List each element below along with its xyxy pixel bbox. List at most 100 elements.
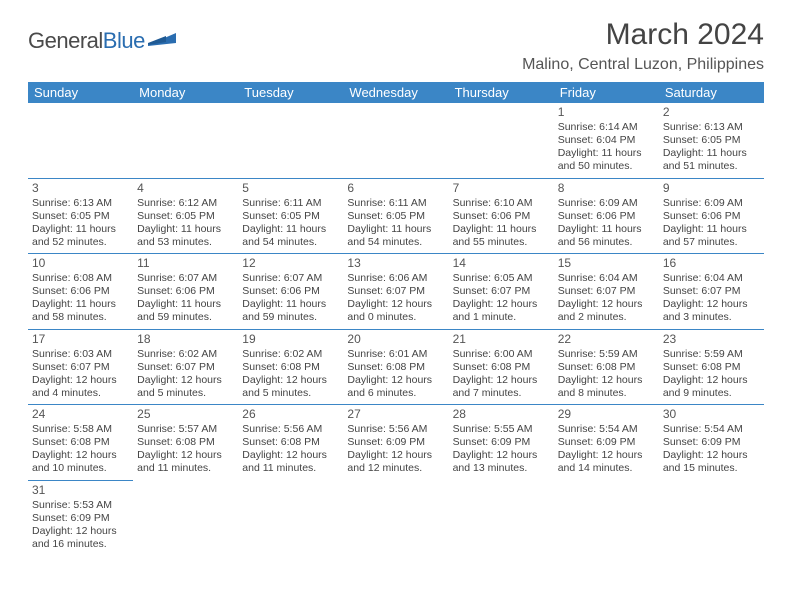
- daylight-text: Daylight: 12 hours and 1 minute.: [453, 298, 550, 324]
- calendar-cell-empty: [554, 480, 659, 555]
- daylight-text: Daylight: 12 hours and 3 minutes.: [663, 298, 760, 324]
- daylight-text: Daylight: 11 hours and 54 minutes.: [242, 223, 339, 249]
- calendar-cell: 7Sunrise: 6:10 AMSunset: 6:06 PMDaylight…: [449, 178, 554, 254]
- day-number: 23: [663, 332, 760, 347]
- flag-icon: [148, 31, 176, 52]
- sunrise-text: Sunrise: 6:01 AM: [347, 348, 444, 361]
- calendar-cell-empty: [659, 480, 764, 555]
- calendar-cell: 19Sunrise: 6:02 AMSunset: 6:08 PMDayligh…: [238, 329, 343, 405]
- calendar-cell: 8Sunrise: 6:09 AMSunset: 6:06 PMDaylight…: [554, 178, 659, 254]
- sunset-text: Sunset: 6:07 PM: [663, 285, 760, 298]
- day-number: 25: [137, 407, 234, 422]
- sunset-text: Sunset: 6:05 PM: [32, 210, 129, 223]
- calendar-cell: 17Sunrise: 6:03 AMSunset: 6:07 PMDayligh…: [28, 329, 133, 405]
- calendar-cell: 3Sunrise: 6:13 AMSunset: 6:05 PMDaylight…: [28, 178, 133, 254]
- day-number: 9: [663, 181, 760, 196]
- sunset-text: Sunset: 6:06 PM: [137, 285, 234, 298]
- daylight-text: Daylight: 11 hours and 55 minutes.: [453, 223, 550, 249]
- calendar-cell-empty: [133, 480, 238, 555]
- weekday-header: Monday: [133, 82, 238, 103]
- sunrise-text: Sunrise: 6:14 AM: [558, 121, 655, 134]
- day-number: 8: [558, 181, 655, 196]
- day-number: 30: [663, 407, 760, 422]
- calendar-cell: 21Sunrise: 6:00 AMSunset: 6:08 PMDayligh…: [449, 329, 554, 405]
- calendar-cell: 18Sunrise: 6:02 AMSunset: 6:07 PMDayligh…: [133, 329, 238, 405]
- calendar-cell-empty: [343, 103, 448, 178]
- sunrise-text: Sunrise: 6:07 AM: [137, 272, 234, 285]
- day-number: 16: [663, 256, 760, 271]
- daylight-text: Daylight: 12 hours and 5 minutes.: [242, 374, 339, 400]
- sunset-text: Sunset: 6:05 PM: [242, 210, 339, 223]
- calendar-cell: 11Sunrise: 6:07 AMSunset: 6:06 PMDayligh…: [133, 254, 238, 330]
- day-number: 31: [32, 483, 129, 498]
- calendar-cell-empty: [238, 103, 343, 178]
- calendar-row: 17Sunrise: 6:03 AMSunset: 6:07 PMDayligh…: [28, 329, 764, 405]
- day-number: 21: [453, 332, 550, 347]
- sunset-text: Sunset: 6:08 PM: [32, 436, 129, 449]
- daylight-text: Daylight: 11 hours and 52 minutes.: [32, 223, 129, 249]
- daylight-text: Daylight: 12 hours and 14 minutes.: [558, 449, 655, 475]
- calendar-cell-empty: [343, 480, 448, 555]
- sunrise-text: Sunrise: 6:00 AM: [453, 348, 550, 361]
- sunrise-text: Sunrise: 5:56 AM: [242, 423, 339, 436]
- day-number: 28: [453, 407, 550, 422]
- day-number: 11: [137, 256, 234, 271]
- sunrise-text: Sunrise: 6:02 AM: [242, 348, 339, 361]
- sunset-text: Sunset: 6:07 PM: [32, 361, 129, 374]
- calendar-cell-empty: [449, 103, 554, 178]
- daylight-text: Daylight: 12 hours and 16 minutes.: [32, 525, 129, 551]
- sunset-text: Sunset: 6:08 PM: [347, 361, 444, 374]
- day-number: 13: [347, 256, 444, 271]
- sunrise-text: Sunrise: 5:59 AM: [558, 348, 655, 361]
- daylight-text: Daylight: 12 hours and 8 minutes.: [558, 374, 655, 400]
- calendar-cell-empty: [133, 103, 238, 178]
- calendar-cell: 13Sunrise: 6:06 AMSunset: 6:07 PMDayligh…: [343, 254, 448, 330]
- day-number: 26: [242, 407, 339, 422]
- sunset-text: Sunset: 6:08 PM: [242, 361, 339, 374]
- calendar-header: SundayMondayTuesdayWednesdayThursdayFrid…: [28, 82, 764, 103]
- sunset-text: Sunset: 6:08 PM: [137, 436, 234, 449]
- daylight-text: Daylight: 11 hours and 54 minutes.: [347, 223, 444, 249]
- daylight-text: Daylight: 12 hours and 7 minutes.: [453, 374, 550, 400]
- calendar-row: 10Sunrise: 6:08 AMSunset: 6:06 PMDayligh…: [28, 254, 764, 330]
- daylight-text: Daylight: 12 hours and 12 minutes.: [347, 449, 444, 475]
- calendar-body: 1Sunrise: 6:14 AMSunset: 6:04 PMDaylight…: [28, 103, 764, 555]
- header: GeneralBlue March 2024 Malino, Central L…: [28, 18, 764, 74]
- calendar-cell: 31Sunrise: 5:53 AMSunset: 6:09 PMDayligh…: [28, 480, 133, 555]
- calendar-cell: 15Sunrise: 6:04 AMSunset: 6:07 PMDayligh…: [554, 254, 659, 330]
- sunset-text: Sunset: 6:08 PM: [558, 361, 655, 374]
- sunrise-text: Sunrise: 6:09 AM: [663, 197, 760, 210]
- calendar-cell: 28Sunrise: 5:55 AMSunset: 6:09 PMDayligh…: [449, 405, 554, 481]
- weekday-header: Wednesday: [343, 82, 448, 103]
- sunset-text: Sunset: 6:06 PM: [663, 210, 760, 223]
- sunset-text: Sunset: 6:04 PM: [558, 134, 655, 147]
- sunset-text: Sunset: 6:05 PM: [347, 210, 444, 223]
- sunset-text: Sunset: 6:07 PM: [558, 285, 655, 298]
- day-number: 6: [347, 181, 444, 196]
- daylight-text: Daylight: 11 hours and 58 minutes.: [32, 298, 129, 324]
- daylight-text: Daylight: 11 hours and 53 minutes.: [137, 223, 234, 249]
- daylight-text: Daylight: 11 hours and 59 minutes.: [137, 298, 234, 324]
- day-number: 24: [32, 407, 129, 422]
- sunrise-text: Sunrise: 6:04 AM: [663, 272, 760, 285]
- daylight-text: Daylight: 12 hours and 15 minutes.: [663, 449, 760, 475]
- calendar-cell: 5Sunrise: 6:11 AMSunset: 6:05 PMDaylight…: [238, 178, 343, 254]
- calendar-cell: 10Sunrise: 6:08 AMSunset: 6:06 PMDayligh…: [28, 254, 133, 330]
- daylight-text: Daylight: 12 hours and 6 minutes.: [347, 374, 444, 400]
- weekday-header: Friday: [554, 82, 659, 103]
- sunset-text: Sunset: 6:07 PM: [453, 285, 550, 298]
- sunrise-text: Sunrise: 5:54 AM: [558, 423, 655, 436]
- daylight-text: Daylight: 11 hours and 56 minutes.: [558, 223, 655, 249]
- calendar-cell: 26Sunrise: 5:56 AMSunset: 6:08 PMDayligh…: [238, 405, 343, 481]
- calendar-table: SundayMondayTuesdayWednesdayThursdayFrid…: [28, 82, 764, 555]
- day-number: 15: [558, 256, 655, 271]
- day-number: 4: [137, 181, 234, 196]
- calendar-cell: 23Sunrise: 5:59 AMSunset: 6:08 PMDayligh…: [659, 329, 764, 405]
- sunrise-text: Sunrise: 6:07 AM: [242, 272, 339, 285]
- calendar-cell: 24Sunrise: 5:58 AMSunset: 6:08 PMDayligh…: [28, 405, 133, 481]
- sunrise-text: Sunrise: 6:10 AM: [453, 197, 550, 210]
- calendar-cell: 9Sunrise: 6:09 AMSunset: 6:06 PMDaylight…: [659, 178, 764, 254]
- sunset-text: Sunset: 6:06 PM: [32, 285, 129, 298]
- daylight-text: Daylight: 11 hours and 59 minutes.: [242, 298, 339, 324]
- sunrise-text: Sunrise: 6:06 AM: [347, 272, 444, 285]
